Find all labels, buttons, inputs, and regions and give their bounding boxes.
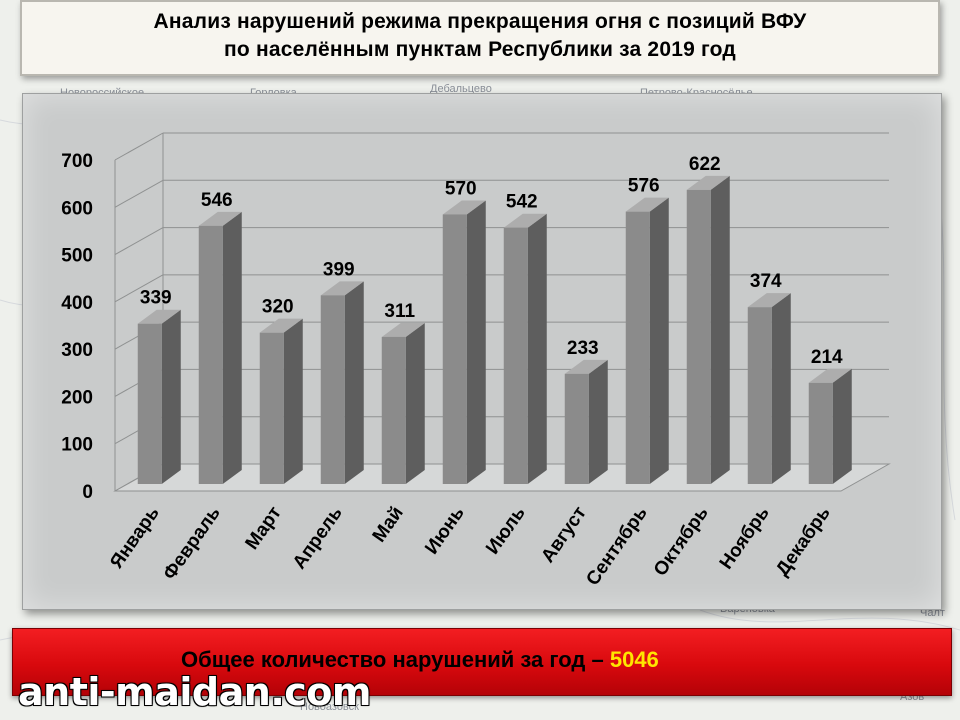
bar	[503, 213, 547, 484]
bar-side	[588, 359, 608, 484]
x-tick-label: Январь	[106, 503, 164, 573]
total-caption: Общее количество нарушений за год – 5046	[181, 647, 659, 673]
bar	[625, 197, 669, 484]
data-label: 622	[689, 154, 721, 175]
bar-top	[503, 213, 547, 228]
gridline	[114, 132, 164, 161]
y-tick-label: 100	[61, 435, 93, 456]
bar-side	[527, 213, 547, 484]
x-tick-label: Май	[369, 503, 408, 546]
bar	[686, 175, 730, 484]
bar-front	[747, 307, 772, 484]
bar-side	[649, 197, 669, 484]
bar	[747, 293, 791, 484]
bar	[564, 359, 608, 484]
y-tick-label: 500	[61, 246, 93, 267]
chart-title-line-2: по населённым пунктам Республики за 2019…	[224, 38, 736, 61]
map-place-label: Новоазовск	[300, 701, 359, 713]
x-tick-label: Февраль	[159, 503, 225, 584]
bar-side	[832, 368, 852, 484]
chart-title-line-1: Анализ нарушений режима прекращения огня…	[153, 10, 807, 33]
bar-side	[161, 309, 181, 484]
x-tick-label: Декабрь	[772, 503, 835, 580]
bar-side	[222, 211, 242, 484]
bar	[259, 318, 303, 484]
x-tick-label: Сентябрь	[582, 503, 652, 590]
bar-front	[259, 332, 284, 484]
data-label: 542	[506, 192, 538, 213]
data-label: 374	[750, 271, 782, 292]
x-tick-label: Апрель	[289, 503, 347, 573]
bar-front	[808, 382, 833, 484]
bar-front	[625, 211, 650, 484]
y-tick-label: 200	[61, 387, 93, 408]
y-tick-label: 700	[61, 151, 93, 172]
bar	[198, 211, 242, 484]
title-box: Анализ нарушений режима прекращения огня…	[20, 0, 940, 76]
bar-top	[442, 200, 486, 215]
y-tick-label: 0	[82, 482, 93, 503]
bar-top	[198, 211, 242, 226]
map-place-label: Дебальцево	[430, 83, 492, 95]
bar-top	[564, 359, 608, 374]
bars	[137, 175, 852, 484]
x-tick-label: Июнь	[421, 503, 469, 558]
x-tick-label: Ноябрь	[716, 503, 774, 573]
data-label: 576	[628, 176, 660, 197]
gridline	[114, 274, 164, 303]
bar-side	[710, 175, 730, 484]
bar-front	[381, 336, 406, 484]
bar-top	[686, 175, 730, 190]
bar-top	[259, 318, 303, 333]
y-tick-label: 300	[61, 340, 93, 361]
bar-side	[466, 200, 486, 484]
watermark-logo: anti-maidan.com	[18, 670, 371, 714]
data-label: 233	[567, 338, 599, 359]
bar-front	[564, 373, 589, 484]
bar-front	[442, 214, 467, 484]
total-label: Общее количество нарушений за год –	[181, 647, 610, 672]
map-place-label: Чалт	[920, 607, 945, 619]
data-label: 311	[384, 301, 415, 322]
bar-front	[320, 295, 345, 484]
x-tick-label: Октябрь	[650, 503, 713, 580]
bar-side	[344, 281, 364, 484]
bar-top	[320, 281, 364, 296]
gridline	[114, 227, 164, 256]
bar-top	[625, 197, 669, 212]
bar	[320, 281, 364, 484]
data-label: 214	[811, 347, 843, 368]
total-value: 5046	[609, 647, 659, 672]
bar-top	[381, 322, 425, 337]
data-label: 320	[262, 297, 294, 318]
bar-front	[198, 225, 223, 484]
chart-panel: 0 100 200 300 400 500 600 700 339 Январь 546 Феврал…	[22, 93, 942, 610]
bar	[442, 200, 486, 484]
x-tick-label: Март	[242, 503, 286, 554]
bar	[137, 309, 181, 484]
y-tick-label: 600	[61, 198, 93, 219]
bar-top	[137, 309, 181, 324]
bar-top	[808, 368, 852, 383]
bar-side	[405, 322, 425, 484]
bar-top	[747, 293, 791, 308]
y-tick-label: 400	[61, 293, 93, 314]
bar-chart: 0 100 200 300 400 500 600 700 339 Январь 546 Феврал…	[61, 132, 891, 590]
bar-front	[503, 227, 528, 484]
bar-front	[137, 323, 162, 484]
data-label: 546	[201, 190, 233, 211]
bar-side	[283, 318, 303, 484]
x-tick-label: Август	[537, 503, 590, 567]
bar-front	[686, 189, 711, 484]
gridline	[114, 179, 164, 208]
bar-side	[771, 293, 791, 484]
bar	[808, 368, 852, 484]
data-label: 339	[140, 288, 172, 309]
total-banner: Общее количество нарушений за год – 5046	[12, 628, 952, 696]
data-label: 570	[445, 178, 477, 199]
data-label: 399	[323, 259, 355, 280]
bar	[381, 322, 425, 484]
x-tick-label: Июль	[482, 503, 530, 559]
